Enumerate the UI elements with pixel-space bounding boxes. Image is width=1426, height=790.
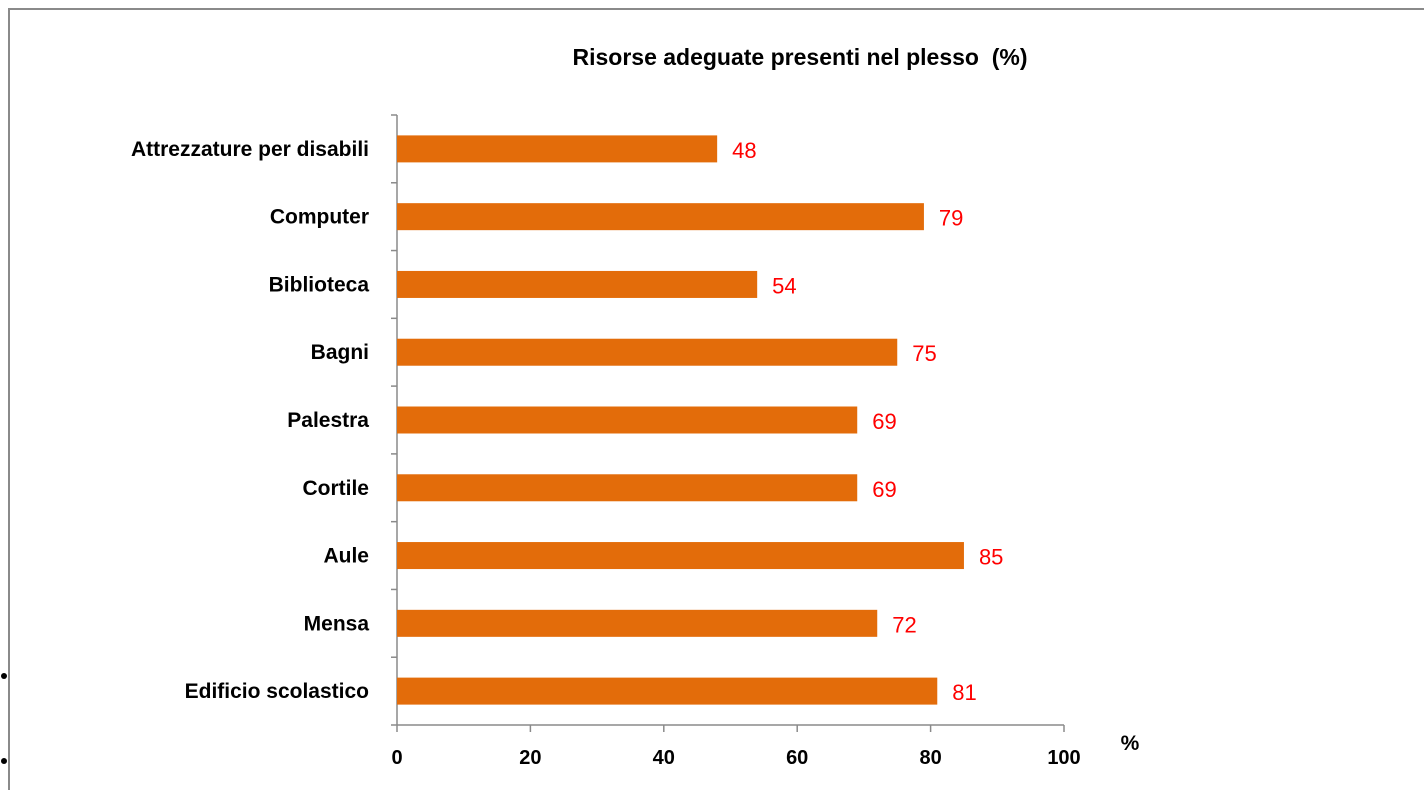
category-label: Mensa xyxy=(304,612,370,635)
bar xyxy=(397,474,858,502)
x-tick-label: 40 xyxy=(653,747,675,769)
data-label: 69 xyxy=(872,477,896,502)
bar xyxy=(397,609,878,637)
data-label: 72 xyxy=(892,612,916,637)
x-tick-label: 20 xyxy=(519,747,541,769)
bullet-icon xyxy=(1,673,7,679)
bar xyxy=(397,338,898,366)
category-label: Palestra xyxy=(287,409,369,432)
bullet-icon xyxy=(1,758,7,764)
x-tick-label: 0 xyxy=(391,747,402,769)
x-tick-label: 60 xyxy=(786,747,808,769)
data-label: 54 xyxy=(772,273,796,298)
data-label: 75 xyxy=(912,341,936,366)
bar xyxy=(397,270,758,298)
category-label: Bagni xyxy=(311,341,369,364)
data-label: 81 xyxy=(952,680,976,705)
data-label: 79 xyxy=(939,206,963,231)
bar xyxy=(397,542,964,570)
x-axis-title: % xyxy=(1121,732,1140,755)
chart-title: Risorse adeguate presenti nel plesso (%) xyxy=(572,44,1028,70)
category-label: Computer xyxy=(270,206,369,229)
data-label: 69 xyxy=(872,409,896,434)
data-label: 48 xyxy=(732,138,756,163)
category-label: Edificio scolastico xyxy=(185,680,369,703)
data-label: 85 xyxy=(979,545,1003,570)
category-label: Attrezzature per disabili xyxy=(131,138,369,161)
chart-frame xyxy=(8,8,1424,790)
x-tick-label: 80 xyxy=(919,747,941,769)
bar xyxy=(397,406,858,434)
category-label: Cortile xyxy=(302,477,369,500)
bar xyxy=(397,135,718,163)
category-label: Aule xyxy=(323,545,369,568)
bar xyxy=(397,203,924,231)
x-tick-label: 100 xyxy=(1047,747,1080,769)
bar xyxy=(397,677,938,705)
category-label: Biblioteca xyxy=(269,273,370,296)
